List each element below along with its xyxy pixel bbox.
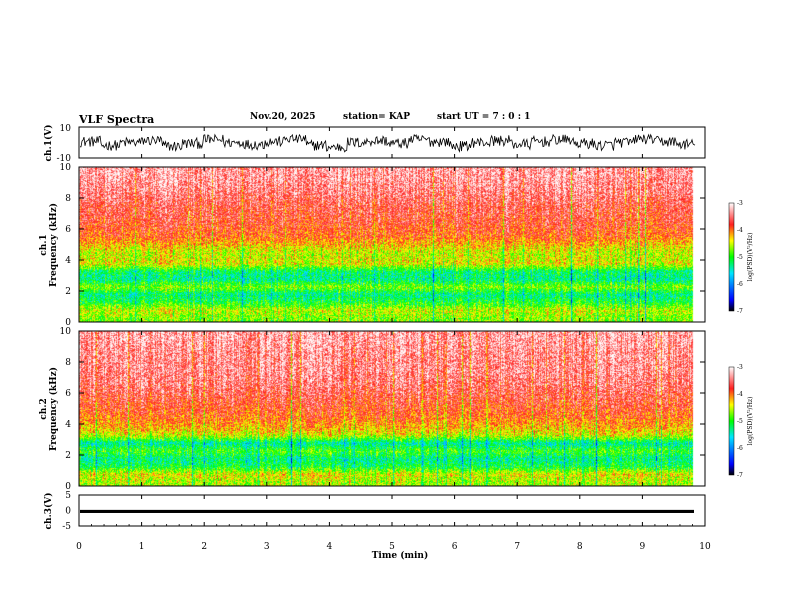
ch3-wave-ytick-label-neg5: -5 xyxy=(62,522,71,532)
x-tick-label-2: 2 xyxy=(201,542,207,552)
ch2-spec-ytick-label-0: 0 xyxy=(65,482,71,492)
ch2-spec-ytick-label-8: 8 xyxy=(65,358,71,368)
ch1-spec-ytick-label-2: 2 xyxy=(65,287,71,297)
ch2-spectrogram-panel: 0 2 4 6 8 10 ch.2 Frequency (kHz) xyxy=(39,327,706,492)
ch1-spec-ytick-label-8: 8 xyxy=(65,194,71,204)
start-time-label: start UT = 7 : 0 : 1 xyxy=(437,112,531,122)
ch1-spectrogram-panel: 0 2 4 6 8 10 ch.1 Frequency (kHz) xyxy=(39,163,706,328)
ch2-spec-ytick-label-2: 2 xyxy=(65,451,71,461)
ch1-colorbar-label: log(PSD)(V²/Hz) xyxy=(747,233,754,282)
station-label: station= KAP xyxy=(343,112,411,122)
ch3-wave-ytick-label-5: 5 xyxy=(65,491,71,501)
ch2-spec-ylabel: Frequency (kHz) xyxy=(48,367,59,451)
x-tick-label-3: 3 xyxy=(264,542,270,552)
ch1-wave-ytick-bottom: -10 xyxy=(57,154,72,164)
date-label: Nov.20, 2025 xyxy=(250,112,316,122)
ch2-colorbar-tick-5: -5 xyxy=(737,418,743,425)
ch2-spectrogram-image xyxy=(79,331,705,486)
ch1-waveform-line xyxy=(80,133,696,153)
ch1-spec-ytick-label-6: 6 xyxy=(65,225,71,235)
ch3-wave-ytick-label-0: 0 xyxy=(65,507,71,517)
ch1-colorbar-tick-3: -3 xyxy=(737,200,743,207)
x-tick-label-5: 5 xyxy=(389,542,395,552)
x-tick-label-0: 0 xyxy=(76,542,82,552)
ch2-spec-ytick-label-6: 6 xyxy=(65,389,71,399)
ch2-colorbar-tick-6: -6 xyxy=(737,445,743,452)
ch2-colorbar-label: log(PSD)(V²/Hz) xyxy=(747,397,754,446)
x-tick-label-9: 9 xyxy=(640,542,646,552)
ch1-spec-ytick-label-10: 10 xyxy=(60,163,72,173)
ch2-spec-ytick-label-4: 4 xyxy=(65,420,71,430)
figure-title: VLF Spectra xyxy=(79,113,155,126)
x-tick-label-10: 10 xyxy=(699,542,711,552)
ch3-waveform-band xyxy=(80,509,694,513)
ch2-colorbar-tick-4: -4 xyxy=(737,391,743,398)
x-tick-label-4: 4 xyxy=(327,542,333,552)
ch1-spectrogram-image xyxy=(79,167,705,322)
ch1-spec-ylabel: Frequency (kHz) xyxy=(48,203,59,287)
ch1-wave-ytick-top: 10 xyxy=(60,124,72,134)
ch2-spec-panel-label: ch.2 xyxy=(39,398,49,419)
ch3-waveform-panel: 5 0 -5 ch.3(V) xyxy=(43,491,706,532)
x-tick-label-8: 8 xyxy=(577,542,583,552)
x-tick-label-1: 1 xyxy=(139,542,145,552)
ch1-colorbar-tick-4: -4 xyxy=(737,227,743,234)
ch2-colorbar-tick-3: -3 xyxy=(737,364,743,371)
ch2-colorbar-tick-7: -7 xyxy=(737,472,743,479)
ch1-waveform-panel: 10 -10 ch.1(V) xyxy=(43,124,706,164)
ch1-wave-ylabel: ch.1(V) xyxy=(43,125,54,162)
ch1-colorbar-tick-7: -7 xyxy=(737,308,743,315)
ch1-spec-ytick-label-0: 0 xyxy=(65,318,71,328)
ch1-colorbar-tick-5: -5 xyxy=(737,254,743,261)
ch1-colorbar: -3 -4 -5 -6 -7 log(PSD)(V²/Hz) xyxy=(728,200,754,315)
ch2-spec-ytick-label-10: 10 xyxy=(60,327,72,337)
x-tick-label-7: 7 xyxy=(514,542,520,552)
x-axis-label: Time (min) xyxy=(372,550,429,561)
x-tick-label-6: 6 xyxy=(452,542,458,552)
ch2-colorbar: -3 -4 -5 -6 -7 log(PSD)(V²/Hz) xyxy=(728,364,754,479)
ch1-colorbar-tick-6: -6 xyxy=(737,281,743,288)
ch1-spec-panel-label: ch.1 xyxy=(39,234,49,255)
x-axis-ticks: 0 1 2 3 4 5 6 7 8 9 10 xyxy=(76,127,711,552)
ch1-spec-ytick-label-4: 4 xyxy=(65,256,71,266)
ch3-wave-ylabel: ch.3(V) xyxy=(43,493,54,530)
